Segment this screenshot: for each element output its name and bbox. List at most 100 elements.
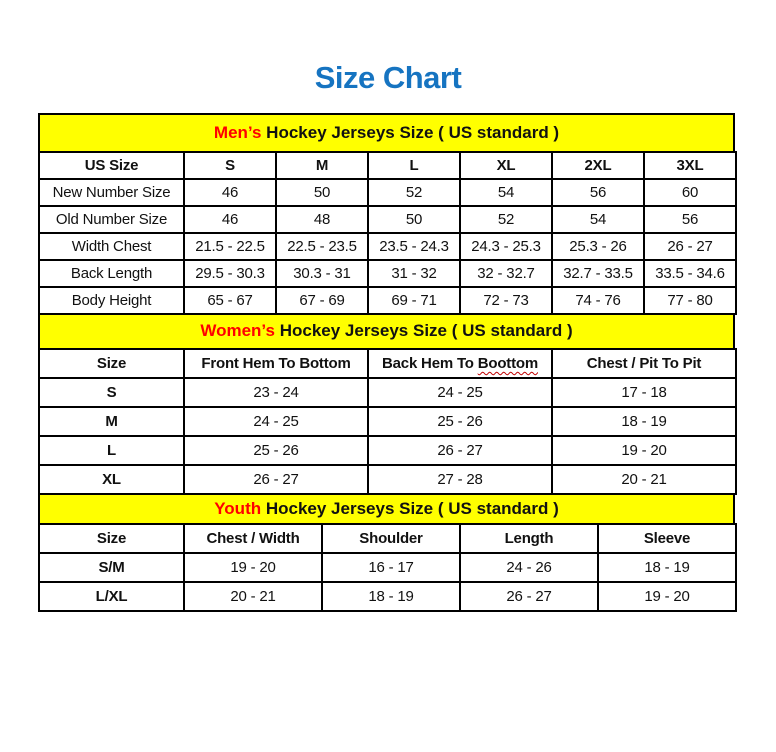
size-value: 32.7 - 33.5 <box>551 259 645 289</box>
page-title: Size Chart <box>314 60 462 95</box>
size-value: 23 - 24 <box>183 376 369 408</box>
size-value: 27 - 28 <box>367 463 553 495</box>
size-value: 56 <box>643 205 737 235</box>
row-label: S <box>38 376 185 408</box>
row-label: New Number Size <box>38 178 185 208</box>
youth-banner: Youth Hockey Jerseys Size ( US standard … <box>38 492 735 526</box>
size-value: 77 - 80 <box>643 286 737 316</box>
row-label: L/XL <box>38 581 185 613</box>
row-label: Back Length <box>38 259 185 289</box>
column-header: Chest / Pit To Pit <box>551 347 737 379</box>
row-label: L <box>38 434 185 466</box>
womens-size-section: Women’s Hockey Jerseys Size ( US standar… <box>38 313 737 495</box>
size-value: 25 - 26 <box>183 434 369 466</box>
size-value: 26 - 27 <box>183 463 369 495</box>
mens-size-table: US Size S M L XL 2XL 3XL New Number Size 46 50 52… <box>38 151 737 316</box>
row-label: M <box>38 405 185 437</box>
size-value: 74 - 76 <box>551 286 645 316</box>
table-row: Old Number Size 46 48 50 52 54 56 <box>38 205 737 235</box>
column-header: Size <box>38 347 185 379</box>
size-value: 50 <box>275 178 369 208</box>
womens-banner-highlight: Women’s <box>200 321 275 341</box>
header-row: Size Front Hem To Bottom Back Hem To Boott… <box>38 347 737 379</box>
row-label: XL <box>38 463 185 495</box>
size-value: 65 - 67 <box>183 286 277 316</box>
size-value: 26 - 27 <box>459 581 599 613</box>
column-header: XL <box>459 151 553 181</box>
size-value: 67 - 69 <box>275 286 369 316</box>
row-label: S/M <box>38 552 185 584</box>
womens-banner-rest: Hockey Jerseys Size ( US standard ) <box>274 321 573 341</box>
size-value: 25 - 26 <box>367 405 553 437</box>
table-row: S 23 - 24 24 - 25 17 - 18 <box>38 376 737 408</box>
column-header: Sleeve <box>597 523 737 555</box>
table-row: S/M 19 - 20 16 - 17 24 - 26 18 - 19 <box>38 552 737 584</box>
column-header: Chest / Width <box>183 523 323 555</box>
table-row: L/XL 20 - 21 18 - 19 26 - 27 19 - 20 <box>38 581 737 613</box>
youth-size-table: Size Chest / Width Shoulder Length Sleeve S/… <box>38 523 737 613</box>
mens-banner: Men’s Hockey Jerseys Size ( US standard … <box>38 113 735 154</box>
row-label: Width Chest <box>38 232 185 262</box>
mens-banner-rest: Hockey Jerseys Size ( US standard ) <box>261 123 560 142</box>
size-value: 52 <box>367 178 461 208</box>
womens-banner: Women’s Hockey Jerseys Size ( US standar… <box>38 313 735 350</box>
mens-banner-highlight: Men’s <box>213 123 262 142</box>
size-value: 20 - 21 <box>183 581 323 613</box>
youth-banner-rest: Hockey Jerseys Size ( US standard ) <box>261 498 559 518</box>
column-header: Back Hem To Boottom <box>367 347 553 379</box>
size-value: 33.5 - 34.6 <box>643 259 737 289</box>
size-value: 25.3 - 26 <box>551 232 645 262</box>
column-header: Front Hem To Bottom <box>183 347 369 379</box>
column-header: Length <box>459 523 599 555</box>
size-value: 21.5 - 22.5 <box>183 232 277 262</box>
size-value: 24 - 25 <box>367 376 553 408</box>
size-value: 19 - 20 <box>551 434 737 466</box>
size-value: 20 - 21 <box>551 463 737 495</box>
size-value: 17 - 18 <box>551 376 737 408</box>
column-header: US Size <box>38 151 185 181</box>
table-row: Back Length 29.5 - 30.3 30.3 - 31 31 - 32 32… <box>38 259 737 289</box>
column-header: Size <box>38 523 185 555</box>
table-row: M 24 - 25 25 - 26 18 - 19 <box>38 405 737 437</box>
row-label: Old Number Size <box>38 205 185 235</box>
column-header: 2XL <box>551 151 645 181</box>
size-chart: Men’s Hockey Jerseys Size ( US standard … <box>38 113 737 613</box>
size-value: 54 <box>551 205 645 235</box>
size-value: 30.3 - 31 <box>275 259 369 289</box>
size-value: 56 <box>551 178 645 208</box>
size-value: 54 <box>459 178 553 208</box>
youth-size-section: Youth Hockey Jerseys Size ( US standard … <box>38 492 737 613</box>
size-value: 29.5 - 30.3 <box>183 259 277 289</box>
mens-size-section: Men’s Hockey Jerseys Size ( US standard … <box>38 113 737 316</box>
womens-size-table: Size Front Hem To Bottom Back Hem To Boott… <box>38 347 737 495</box>
misspelled-word: Boottom <box>477 354 538 372</box>
size-value: 52 <box>459 205 553 235</box>
column-header: Shoulder <box>321 523 461 555</box>
size-value: 24 - 26 <box>459 552 599 584</box>
size-value: 24.3 - 25.3 <box>459 232 553 262</box>
table-row: XL 26 - 27 27 - 28 20 - 21 <box>38 463 737 495</box>
size-value: 23.5 - 24.3 <box>367 232 461 262</box>
size-value: 18 - 19 <box>321 581 461 613</box>
header-row: US Size S M L XL 2XL 3XL <box>38 151 737 181</box>
table-row: Width Chest 21.5 - 22.5 22.5 - 23.5 23.5 - … <box>38 232 737 262</box>
table-row: L 25 - 26 26 - 27 19 - 20 <box>38 434 737 466</box>
row-label: Body Height <box>38 286 185 316</box>
size-value: 19 - 20 <box>597 581 737 613</box>
youth-banner-highlight: Youth <box>214 498 262 518</box>
size-value: 60 <box>643 178 737 208</box>
size-value: 16 - 17 <box>321 552 461 584</box>
size-value: 48 <box>275 205 369 235</box>
size-value: 19 - 20 <box>183 552 323 584</box>
size-value: 50 <box>367 205 461 235</box>
table-row: Body Height 65 - 67 67 - 69 69 - 71 72 - 73 7… <box>38 286 737 316</box>
table-row: New Number Size 46 50 52 54 56 60 <box>38 178 737 208</box>
size-value: 69 - 71 <box>367 286 461 316</box>
size-value: 18 - 19 <box>597 552 737 584</box>
column-header: S <box>183 151 277 181</box>
size-value: 46 <box>183 178 277 208</box>
size-value: 72 - 73 <box>459 286 553 316</box>
size-value: 32 - 32.7 <box>459 259 553 289</box>
size-value: 31 - 32 <box>367 259 461 289</box>
size-value: 46 <box>183 205 277 235</box>
